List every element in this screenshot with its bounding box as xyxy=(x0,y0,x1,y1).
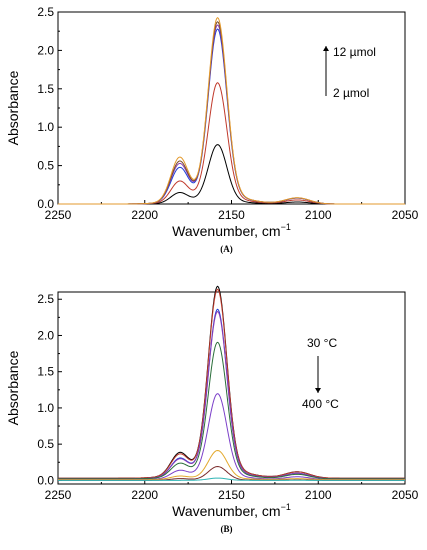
chart-b-annotation-bottom: 400 °C xyxy=(302,397,339,411)
chart-a-ytick-label: 2.0 xyxy=(37,43,54,57)
chart-a-ytick-label: 1.5 xyxy=(37,82,54,96)
chart-b-ylabel: Absorbance xyxy=(5,350,21,425)
chart-b-annotation-arrow xyxy=(315,356,321,393)
chart-a-ytick-label: 0.5 xyxy=(37,159,54,173)
chart-a-ytick-label: 2.5 xyxy=(37,5,54,19)
chart-b-series-line xyxy=(58,308,405,480)
chart-a-xtick-label: 2100 xyxy=(305,208,332,222)
chart-b-ytick-label: 2.5 xyxy=(37,292,54,306)
chart-a-series-line xyxy=(58,144,405,205)
chart-b: 0.00.51.01.52.02.5 2250 2200 2150 2100 2050 … xyxy=(5,285,419,534)
chart-b-xtick-label: 2150 xyxy=(218,488,245,502)
chart-b-xtick-label: 2050 xyxy=(392,488,419,502)
chart-a-annotation-bottom: 2 µmol xyxy=(333,86,369,100)
chart-b-ytick-label: 0.0 xyxy=(37,473,54,487)
chart-a-annotation: 12 µmol 2 µmol xyxy=(323,45,376,100)
chart-a-ylabel: Absorbance xyxy=(5,70,21,145)
chart-b-ytick-label: 1.5 xyxy=(37,365,54,379)
chart-a-ytick-label: 0.0 xyxy=(37,197,54,211)
chart-a-frame xyxy=(57,11,406,205)
chart-a-xtick-label: 2050 xyxy=(392,208,419,222)
chart-b-series-line xyxy=(58,310,405,480)
chart-b-xlabel: Wavenumber, cm−1 xyxy=(172,502,291,519)
chart-a-xtick-label: 2200 xyxy=(131,208,158,222)
chart-b-ytick-label: 2.0 xyxy=(37,328,54,342)
chart-b-series-line xyxy=(58,288,405,479)
chart-a-xtick-label: 2150 xyxy=(218,208,245,222)
chart-b-xtick-label: 2200 xyxy=(131,488,158,502)
chart-a-panel-label: (A) xyxy=(220,244,233,254)
chart-b-series-line xyxy=(58,449,405,481)
chart-b-xtick-label: 2100 xyxy=(305,488,332,502)
chart-b-ytick-label: 1.0 xyxy=(37,401,54,415)
chart-a-annotation-top: 12 µmol xyxy=(333,45,376,59)
chart-b-ytick-label: 0.5 xyxy=(37,437,54,451)
chart-b-panel-label: (B) xyxy=(221,524,233,534)
chart-b-frame xyxy=(57,291,406,485)
chart-a-xlabel: Wavenumber, cm−1 xyxy=(172,222,291,239)
chart-b-series-line xyxy=(58,477,405,481)
chart-a-annotation-arrow xyxy=(323,46,329,96)
chart-a-series-line xyxy=(58,16,405,205)
chart-a: 0.00.51.01.52.02.5 2250 2200 2150 2100 2050 … xyxy=(5,5,419,254)
chart-a-ytick-label: 1.0 xyxy=(37,120,54,134)
chart-b-xtick-label: 2250 xyxy=(45,488,72,502)
chart-b-annotation: 30 °C 400 °C xyxy=(302,336,339,411)
chart-b-series-line xyxy=(58,341,405,480)
chart-a-xtick-label: 2250 xyxy=(45,208,72,222)
chart-b-annotation-top: 30 °C xyxy=(307,336,337,350)
